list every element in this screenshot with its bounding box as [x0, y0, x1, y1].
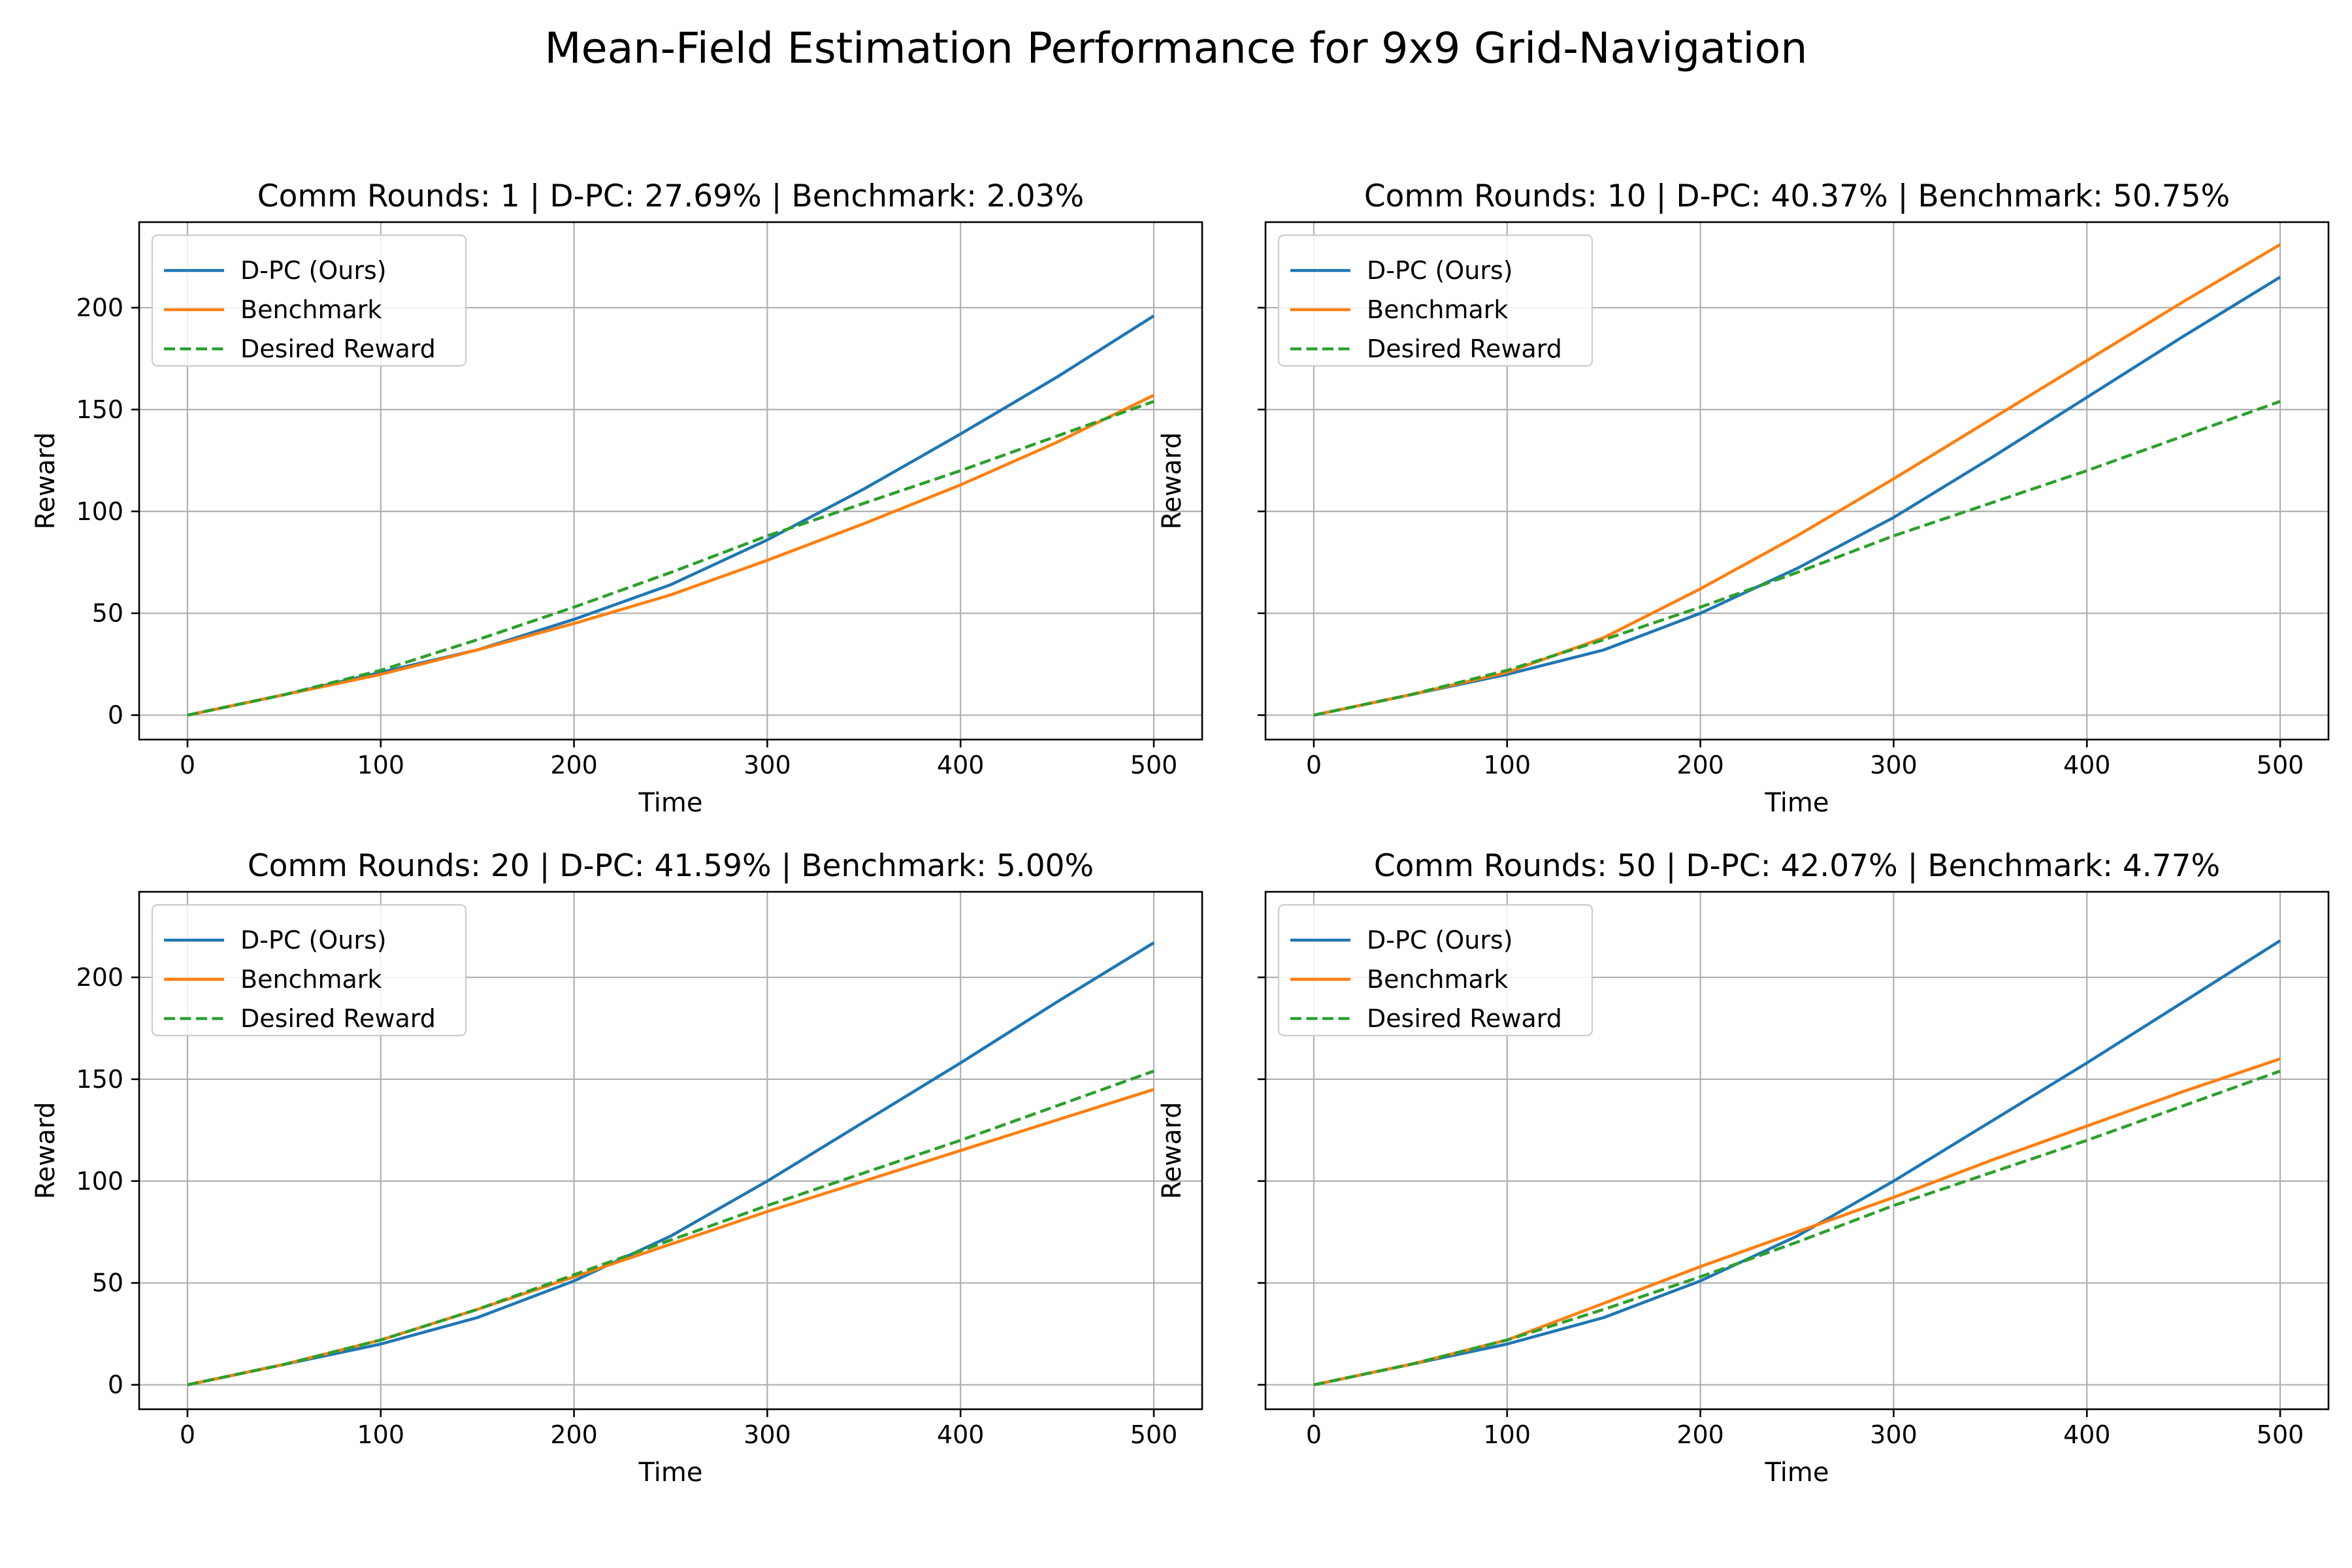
axes-frame [1264, 221, 2330, 741]
subplot-title: Comm Rounds: 1 | D-PC: 27.69% | Benchmar… [257, 178, 1084, 214]
legend-label: D-PC (Ours) [1367, 256, 1513, 285]
legend-label: D-PC (Ours) [240, 256, 387, 285]
grid-lines [1266, 222, 2328, 740]
x-tick-label: 400 [937, 751, 985, 779]
x-tick-label: 0 [1306, 1420, 1322, 1449]
series-line-desired-reward [187, 1070, 1154, 1386]
y-axis-label: Reward [1157, 1102, 1187, 1200]
y-tick-label: 200 [76, 963, 123, 992]
x-tick-label: 400 [2063, 1420, 2111, 1449]
y-tick-label: 150 [76, 395, 123, 424]
grid-lines [139, 222, 1202, 740]
legend-label: Benchmark [1367, 965, 1508, 994]
series-line-dpc [1313, 939, 2281, 1386]
axes-frame [138, 221, 1203, 741]
x-axis-label: Time [638, 788, 703, 818]
legend-label: D-PC (Ours) [1367, 926, 1513, 955]
series-line-dpc [187, 941, 1155, 1386]
legend-label: Benchmark [240, 965, 382, 994]
legend-label: Desired Reward [1367, 1004, 1562, 1033]
x-tick-label: 500 [2257, 1420, 2304, 1449]
subplot-title: Comm Rounds: 10 | D-PC: 40.37% | Benchma… [1364, 178, 2230, 214]
series-line-desired-reward [1313, 400, 2281, 717]
legend-box [1277, 234, 1593, 367]
y-tick-label: 150 [76, 1065, 123, 1094]
subplot-1: 0 100 200 300 400 500 0 50 100 150 200 Time Reward Co… [31, 178, 1203, 818]
x-tick-label: 0 [1306, 751, 1322, 779]
legend-box [151, 234, 467, 367]
legend-label: Benchmark [240, 295, 382, 324]
series-group [1313, 939, 2281, 1386]
legend: D-PC (Ours) Benchmark Desired Reward [151, 904, 467, 1037]
series-line-desired-reward [1313, 1070, 2281, 1386]
legend-label: Desired Reward [240, 1004, 436, 1033]
x-axis-label: Time [1765, 788, 1829, 818]
y-tick-label: 0 [108, 701, 123, 730]
legend-box [151, 904, 467, 1037]
series-group [187, 941, 1155, 1386]
legend-label: D-PC (Ours) [240, 926, 387, 955]
subplot-3: 0 100 200 300 400 500 0 50 100 150 200 Time Reward Co… [31, 848, 1203, 1488]
legend: D-PC (Ours) Benchmark Desired Reward [1277, 234, 1593, 367]
x-tick-label: 300 [1870, 751, 1918, 779]
x-tick-label: 300 [1870, 1420, 1918, 1449]
y-tick-label: 50 [92, 599, 123, 628]
x-tick-label: 300 [743, 751, 791, 779]
x-tick-label: 100 [357, 751, 405, 779]
y-tick-label: 100 [76, 1167, 123, 1196]
x-tick-label: 0 [180, 751, 195, 779]
y-tick-label: 0 [108, 1371, 123, 1399]
y-axis-label: Reward [1157, 433, 1187, 530]
figure-title: Mean-Field Estimation Performance for 9x… [545, 24, 1808, 73]
y-tick-label: 200 [76, 293, 123, 322]
legend: D-PC (Ours) Benchmark Desired Reward [151, 234, 467, 367]
x-tick-label: 400 [2063, 751, 2111, 779]
series-line-desired-reward [187, 400, 1154, 717]
x-tick-label: 0 [180, 1420, 195, 1449]
axes-frame [138, 890, 1203, 1411]
x-tick-label: 200 [550, 1420, 598, 1449]
y-axis-label: Reward [31, 433, 61, 530]
axes-frame [1264, 890, 2330, 1411]
x-tick-label: 300 [743, 1420, 791, 1449]
series-line-benchmark [187, 393, 1155, 717]
x-axis-label: Time [1765, 1458, 1829, 1488]
y-tick-label: 100 [76, 497, 123, 526]
series-group [1313, 243, 2281, 717]
x-tick-label: 200 [1676, 751, 1724, 779]
x-tick-label: 500 [1130, 751, 1178, 779]
subplot-grid: 0 100 200 300 400 500050100150200TimeRewardCo… [31, 178, 2330, 1488]
x-tick-label: 200 [550, 751, 598, 779]
x-axis-label: Time [638, 1458, 703, 1488]
x-tick-label: 100 [357, 1420, 405, 1449]
legend-label: Benchmark [1367, 295, 1508, 324]
x-tick-label: 500 [2257, 751, 2304, 779]
y-axis-label: Reward [31, 1102, 61, 1200]
subplot-2: 0 100 200 300 400 500 Time Reward Comm Rounds: 1… [1157, 178, 2330, 818]
x-tick-label: 500 [1130, 1420, 1178, 1449]
x-tick-label: 400 [937, 1420, 985, 1449]
series-group [187, 314, 1155, 717]
y-tick-label: 50 [92, 1269, 123, 1298]
subplot-title: Comm Rounds: 20 | D-PC: 41.59% | Benchma… [248, 848, 1094, 884]
x-tick-label: 200 [1676, 1420, 1724, 1449]
x-tick-label: 100 [1484, 751, 1531, 779]
subplot-4: 0 100 200 300 400 500 Time Reward Comm Rounds: 5… [1157, 848, 2330, 1488]
legend-box [1277, 904, 1593, 1037]
legend-label: Desired Reward [240, 335, 436, 363]
legend: D-PC (Ours) Benchmark Desired Reward [1277, 904, 1593, 1037]
x-tick-label: 100 [1484, 1420, 1531, 1449]
legend-label: Desired Reward [1367, 335, 1562, 363]
subplot-title: Comm Rounds: 50 | D-PC: 42.07% | Benchma… [1374, 848, 2220, 884]
